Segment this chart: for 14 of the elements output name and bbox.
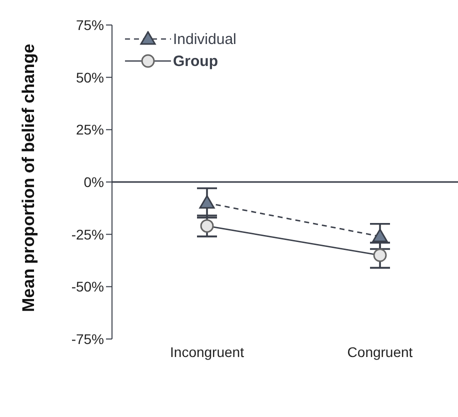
y-tick-label: 50%	[76, 69, 104, 86]
y-tick-label: -25%	[71, 226, 104, 242]
point	[200, 219, 214, 233]
legend-label: Individual	[173, 30, 236, 48]
point	[373, 248, 387, 262]
y-axis-title: Mean proportion of belief change	[19, 44, 38, 312]
y-tick-label: 25%	[76, 122, 104, 138]
legend-label: Group	[173, 52, 218, 70]
y-tick-label: -50%	[71, 278, 104, 295]
y-tick-label: 0%	[84, 174, 104, 190]
y-tick-label: -75%	[71, 330, 104, 347]
y-tick-label: 75%	[76, 16, 104, 33]
x-tick-label: Congruent	[347, 344, 413, 360]
x-tick-label: Incongruent	[170, 344, 244, 360]
